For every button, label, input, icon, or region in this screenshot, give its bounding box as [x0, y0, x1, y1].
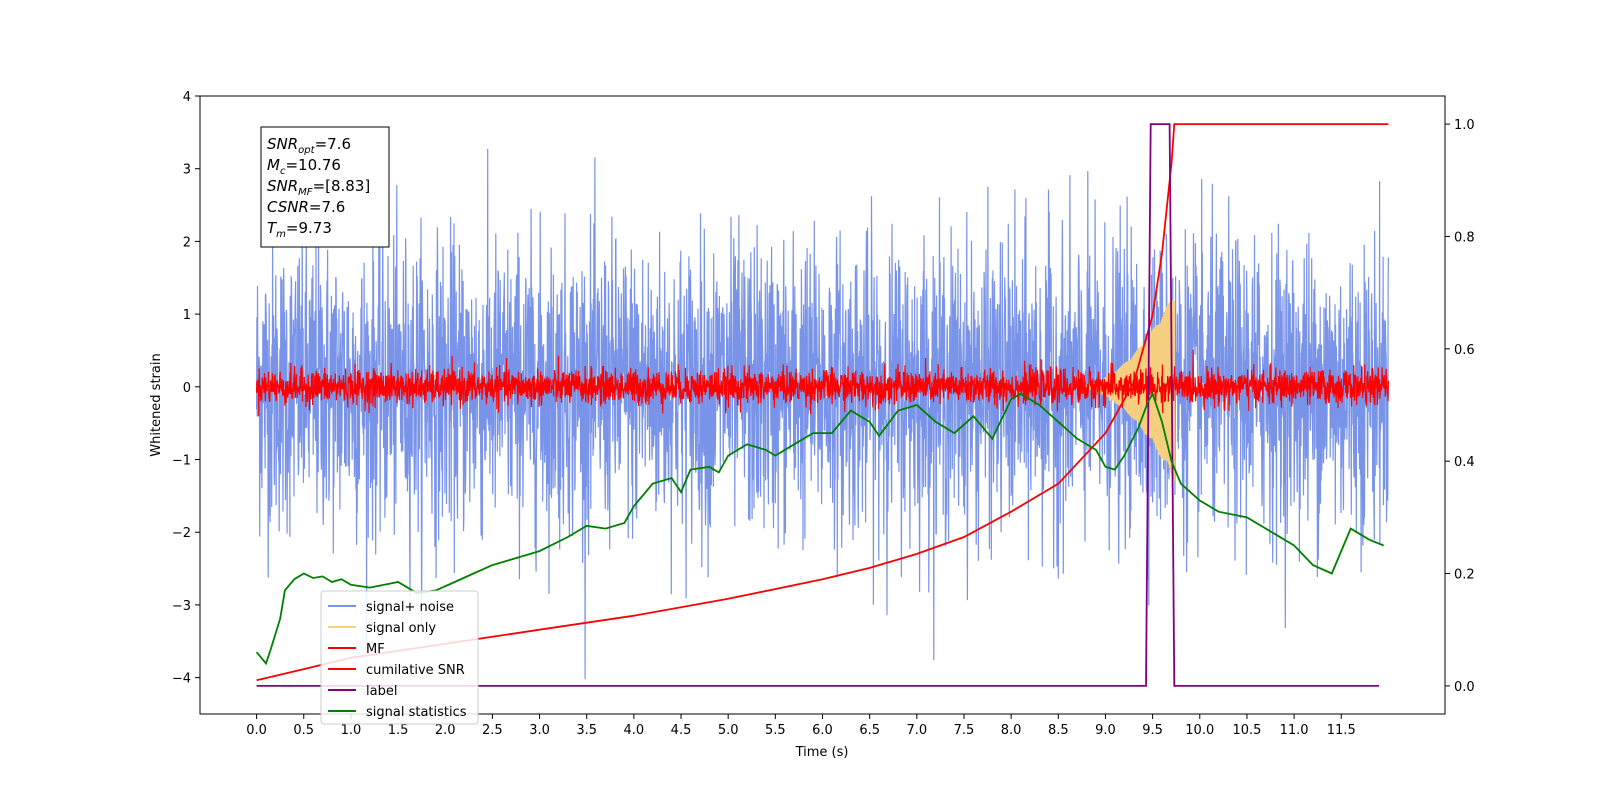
- legend-label: cumilative SNR: [366, 663, 465, 678]
- series-signal-statistics: [255, 391, 1385, 666]
- annotation-subscript: m: [276, 229, 286, 240]
- x-tick-label: 1.0: [341, 723, 362, 738]
- series-signal-noise: [256, 148, 1389, 680]
- annotation-box: SNRopt=7.6Mc=10.76SNRMF=[8.83]CSNR=7.6Tm…: [260, 126, 390, 248]
- annotation-value: =7.6: [315, 135, 351, 153]
- x-tick-label: 6.5: [859, 723, 880, 738]
- y2-tick-label: 1.0: [1454, 118, 1475, 133]
- annotation-line: CSNR=7.6: [267, 198, 345, 216]
- annotation-value: =10.76: [285, 156, 341, 174]
- legend-label: signal statistics: [366, 705, 467, 720]
- legend-frame: [320, 590, 479, 725]
- x-tick-label: 8.0: [1001, 723, 1022, 738]
- x-axis-title: Time (s): [795, 745, 849, 760]
- y-axis-right: 1.0 0.8 0.6 0.4 0.2 0.0: [1445, 118, 1475, 695]
- legend-label: label: [366, 684, 397, 699]
- x-axis: 0.0 0.5 1.0 1.5 2.0 2.5 3.0 3.5 4.0 4.5 5.0 5.5 6.0 6…: [246, 714, 1356, 738]
- legend-label: signal only: [366, 621, 436, 636]
- x-tick-label: 11.5: [1327, 723, 1356, 738]
- y-tick-label: −4: [172, 672, 191, 687]
- annotation-value: =7.6: [309, 198, 345, 216]
- x-tick-label: 4.0: [624, 723, 645, 738]
- annotation-value: =[8.83]: [313, 177, 371, 195]
- legend-label: signal+ noise: [366, 600, 454, 615]
- y2-tick-label: 0.4: [1454, 455, 1475, 470]
- annotation-symbol: M: [267, 156, 280, 174]
- x-tick-label: 10.5: [1232, 723, 1261, 738]
- y2-tick-label: 0.2: [1454, 568, 1475, 583]
- x-tick-label: 2.5: [482, 723, 503, 738]
- x-tick-label: 7.0: [906, 723, 927, 738]
- x-tick-label: 3.0: [529, 723, 550, 738]
- x-tick-label: 10.0: [1185, 723, 1214, 738]
- annotation-frame: [260, 126, 390, 248]
- x-tick-label: 0.0: [246, 723, 267, 738]
- x-tick-label: 4.5: [671, 723, 692, 738]
- x-tick-label: 5.5: [765, 723, 786, 738]
- annotation-subscript: opt: [298, 145, 315, 156]
- annotation-symbol: CSNR: [267, 198, 309, 216]
- annotation-symbol: T: [267, 219, 278, 237]
- x-tick-label: 7.5: [954, 723, 975, 738]
- y-tick-label: 0: [183, 381, 191, 396]
- annotation-subscript: MF: [298, 187, 313, 198]
- legend-label: MF: [366, 642, 385, 657]
- y-tick-label: 2: [183, 235, 191, 250]
- y-axis-left: 4 3 2 1 0 −1 −2 −3 −4: [172, 90, 200, 687]
- annotation-line: Tm=9.73: [267, 219, 332, 240]
- x-tick-label: 2.0: [435, 723, 456, 738]
- legend: signal+ noise signal only MF cumilative SNR…: [320, 590, 479, 725]
- annotation-line: Mc=10.76: [267, 156, 341, 177]
- x-tick-label: 5.0: [718, 723, 739, 738]
- y-tick-label: −3: [172, 599, 191, 614]
- x-tick-label: 9.0: [1095, 723, 1116, 738]
- annotation-symbol: SNR: [267, 135, 298, 153]
- x-tick-label: 11.0: [1280, 723, 1309, 738]
- annotation-subscript: c: [280, 166, 286, 177]
- y2-tick-label: 0.6: [1454, 343, 1475, 358]
- x-tick-label: 6.0: [812, 723, 833, 738]
- y-tick-label: 3: [183, 163, 191, 178]
- annotation-value: =9.73: [286, 219, 332, 237]
- y-tick-label: −2: [172, 526, 191, 541]
- y2-tick-label: 0.8: [1454, 230, 1475, 245]
- series-mf: [256, 349, 1389, 417]
- y-axis-title: Whitened strain: [149, 353, 164, 456]
- y2-tick-label: 0.0: [1454, 680, 1475, 695]
- annotation-symbol: SNR: [267, 177, 298, 195]
- x-tick-label: 1.5: [388, 723, 409, 738]
- x-tick-label: 3.5: [576, 723, 597, 738]
- x-tick-label: 8.5: [1048, 723, 1069, 738]
- x-tick-label: 0.5: [293, 723, 314, 738]
- y-tick-label: −1: [172, 454, 191, 469]
- x-tick-label: 9.5: [1142, 723, 1163, 738]
- annotation-line: SNRMF=[8.83]: [267, 177, 370, 198]
- y-tick-label: 1: [183, 308, 191, 323]
- y-tick-label: 4: [183, 90, 191, 105]
- annotation-line: SNRopt=7.6: [267, 135, 351, 156]
- series-label: [256, 123, 1379, 687]
